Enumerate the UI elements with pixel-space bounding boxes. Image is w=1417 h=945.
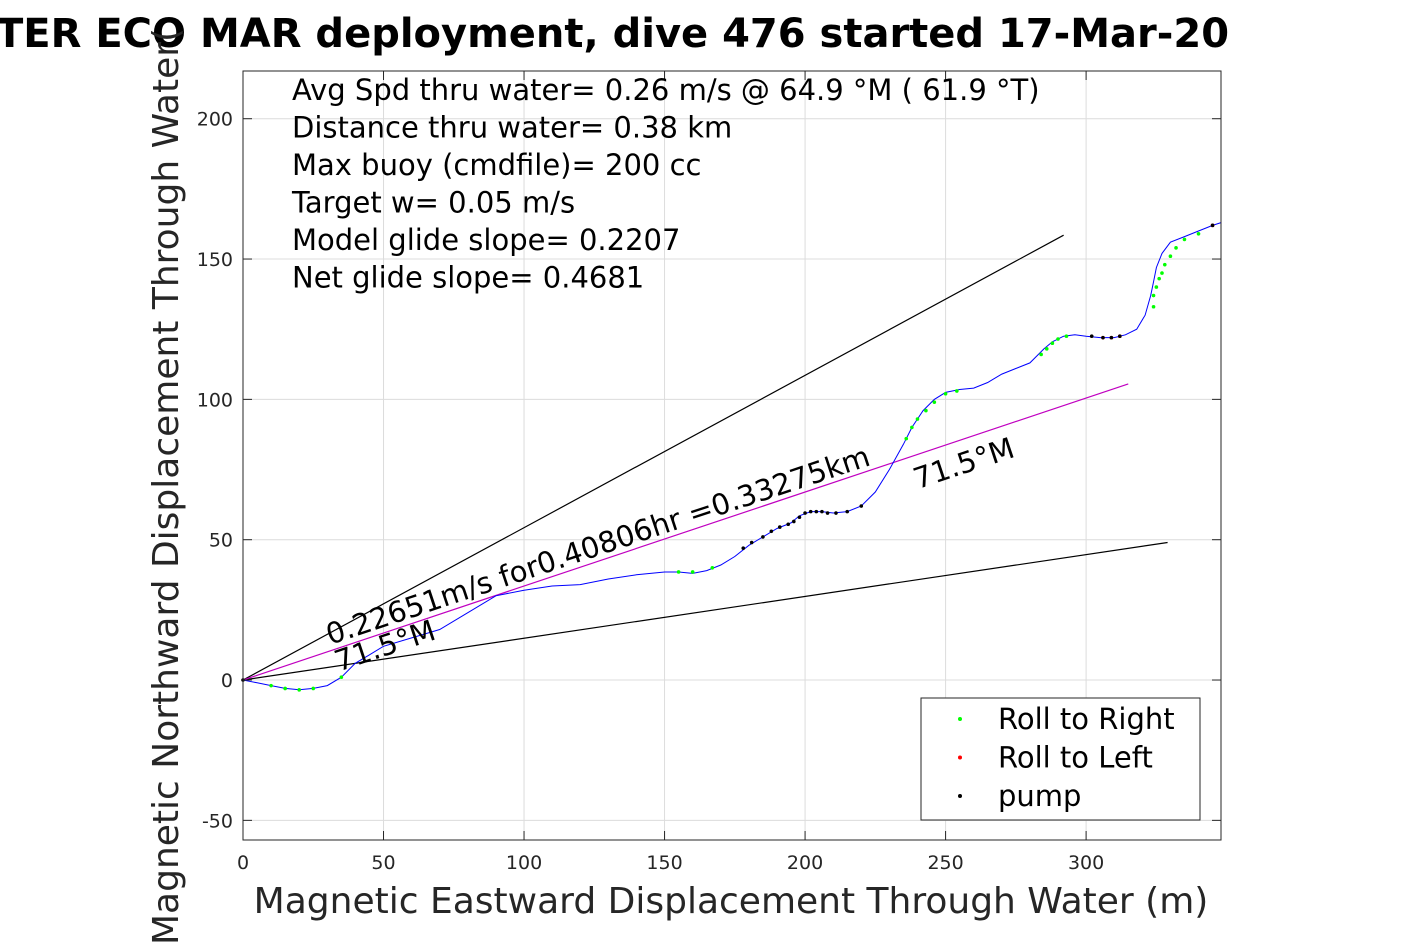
marker-roll-to-right [943,391,948,396]
y-axis-label: Magnetic Northward Displacement Through … [146,28,187,945]
annotation-text: 71.5°M [909,431,1019,496]
marker-pump [769,529,774,534]
info-line: Max buoy (cmdfile)= 200 cc [292,148,701,182]
marker-roll-to-right [1168,254,1173,259]
marker-pump [792,519,796,524]
legend-marker [958,794,962,798]
y-tick-label: 150 [197,249,233,271]
marker-pump [1210,223,1215,228]
marker-roll-to-right [915,417,920,421]
marker-roll-to-right [1162,262,1167,267]
marker-roll-to-right [1182,237,1187,242]
marker-pump [814,509,819,514]
marker-roll-to-right [1174,246,1178,250]
marker-pump [741,546,746,550]
marker-roll-to-right [1050,341,1055,346]
marker-roll-to-right [1151,304,1156,309]
marker-roll-to-right [1056,337,1060,341]
marker-roll-to-right [283,686,287,691]
marker-roll-to-right [910,425,914,430]
legend-label: Roll to Right [998,702,1175,736]
marker-roll-to-right [1064,334,1069,339]
marker-pump [1118,334,1122,339]
legend-marker [958,717,962,721]
legend-label: Roll to Left [998,741,1153,775]
marker-pump [820,509,824,514]
marker-roll-to-right [311,686,316,691]
marker-roll-to-right [904,436,909,441]
x-tick-label: 300 [1068,852,1104,874]
plot-frame [242,70,1222,841]
info-line: Net glide slope= 0.4681 [292,261,644,295]
marker-pump [859,504,864,508]
marker-roll-to-right [1044,347,1049,351]
x-tick-label: 200 [787,852,823,874]
annotation-text: 0.22651m/s for0.40806hr =0.33275km [322,439,874,651]
reference-line [242,234,1064,681]
info-line: Target w= 0.05 m/s [291,186,575,220]
marker-pump [834,511,838,515]
legend: Roll to Right Roll to Left pump [920,697,1201,821]
marker-pump [808,509,813,514]
info-line: Avg Spd thru water= 0.26 m/s @ 64.9 °M (… [292,73,1040,107]
info-line: Model glide slope= 0.2207 [292,223,680,257]
y-tick-label: 50 [209,530,233,552]
marker-pump [845,509,850,514]
marker-roll-to-right [1196,231,1201,236]
marker-roll-to-right [1157,276,1161,281]
legend-box [920,697,1201,821]
marker-roll-to-right [924,408,928,413]
chart-title: TER ECO MAR deployment, dive 476 started… [0,11,1229,57]
x-tick-label: 150 [646,852,682,874]
x-tick-label: 0 [237,852,249,874]
legend-marker [958,755,962,760]
marker-pump [803,511,807,515]
info-text-block: Avg Spd thru water= 0.26 m/s @ 64.9 °M (… [291,73,1040,295]
tick-marks [242,71,1221,840]
legend-label: pump [998,779,1081,813]
marker-pump [786,522,791,527]
reference-line [242,541,1168,681]
marker-roll-to-right [1160,271,1164,275]
reference-lines [242,234,1168,681]
y-tick-label: -50 [202,810,233,832]
marker-roll-to-right [1151,293,1156,298]
grid-lines [242,71,1221,840]
marker-roll-to-right [297,688,302,692]
marker-roll-to-right [690,570,695,574]
marker-roll-to-right [710,565,715,570]
marker-pump [1101,335,1105,340]
marker-pump [749,540,754,545]
marker-pump [825,511,830,515]
y-tick-label: 100 [197,389,233,411]
annotations: 0.22651m/s for0.40806hr =0.33275km 71.5°M… [322,431,1019,679]
reference-line [242,383,1129,681]
marker-roll-to-right [1154,285,1159,289]
x-tick-label: 100 [506,852,542,874]
x-axis-label: Magnetic Eastward Displacement Through W… [254,881,1209,922]
y-tick-label: 0 [221,670,233,692]
marker-pump [797,515,802,520]
marker-roll-to-right [955,389,959,393]
marker-pump [777,525,782,529]
marker-pump [1089,334,1094,339]
marker-pump [1109,335,1114,340]
x-tick-label: 250 [927,852,963,874]
x-tick-label: 50 [371,852,395,874]
marker-pump [761,535,765,539]
y-tick-label: 200 [197,109,233,131]
info-line: Distance thru water= 0.38 km [292,111,732,145]
marker-roll-to-right [676,570,681,574]
marker-roll-to-right [932,400,937,404]
marker-roll-to-right [269,683,273,688]
marker-roll-to-right [339,675,344,680]
marker-roll-to-right [1039,352,1043,357]
marker-layer [241,223,1215,692]
